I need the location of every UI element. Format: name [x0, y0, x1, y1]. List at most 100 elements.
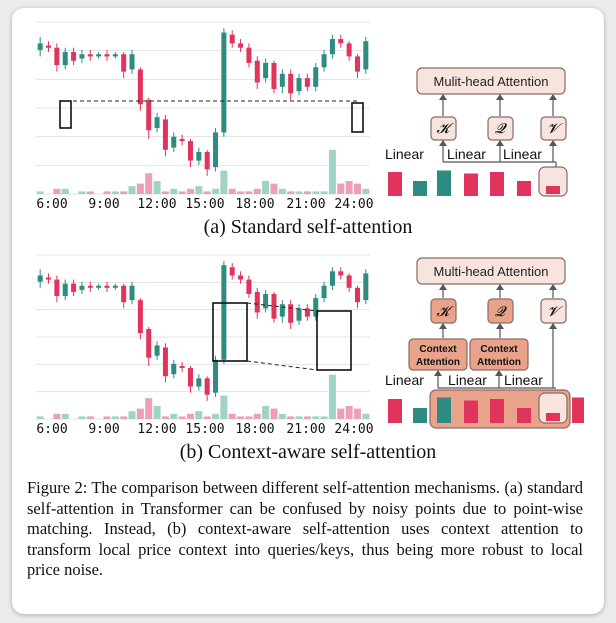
chart-b-candles: [37, 261, 369, 401]
arrowhead: [549, 94, 557, 100]
candle-body: [338, 271, 344, 276]
volume-bar: [245, 191, 253, 194]
attention-label: Attention: [416, 357, 460, 368]
candle-body: [221, 32, 227, 133]
candle-body: [79, 285, 85, 290]
candle-body: [246, 279, 252, 294]
candle-body: [87, 54, 93, 57]
candle-body: [263, 293, 269, 309]
token-bar: [437, 397, 451, 423]
volume-bar: [220, 170, 228, 194]
candle-body: [112, 285, 118, 288]
volume-bar: [253, 188, 261, 194]
x-tick: 9:00: [88, 422, 119, 437]
candle-body: [213, 132, 219, 168]
volume-bar: [161, 191, 169, 194]
volume-bar: [270, 183, 278, 194]
volume-bar: [295, 191, 303, 194]
linear-label-b3: Linear: [504, 372, 543, 388]
x-tick: 9:00: [88, 197, 119, 212]
query-token-bar-b: [546, 413, 560, 421]
arrowhead: [439, 284, 447, 290]
candle-body: [329, 39, 335, 55]
panel-b-chart: 6:00 9:00 12:00 15:00 18:00 21:00 24:00: [36, 254, 374, 437]
candle-body: [71, 52, 77, 61]
sequence-bars-b: [388, 397, 584, 423]
candle-body: [296, 308, 302, 321]
volume-bar: [195, 411, 203, 419]
mha-box-b: [416, 257, 566, 285]
x-tick: 24:00: [334, 422, 373, 437]
volume-bar: [303, 416, 311, 419]
x-tick: 21:00: [286, 422, 325, 437]
candle-body: [346, 43, 352, 57]
panel-b-diagram: Multi-head Attention 𝓚 𝓠 𝓥 Context Atten…: [385, 257, 584, 429]
token-bar: [572, 397, 584, 423]
volume-bar: [287, 416, 295, 419]
token-bar: [388, 172, 402, 196]
query-token-bar-a: [546, 186, 560, 194]
v-box-b: [540, 298, 567, 324]
token-bar: [413, 181, 427, 196]
candle-body: [354, 56, 360, 72]
volume-bar: [320, 191, 328, 194]
candle-body: [187, 368, 193, 387]
x-tick: 18:00: [235, 197, 274, 212]
chart-b-dashed-top: [246, 302, 318, 312]
panel-a-diagram: Mulit-head Attention 𝓚 𝓠 𝓥 Linear Linear…: [385, 67, 568, 197]
attention-label: Attention: [477, 357, 521, 368]
volume-bar: [136, 408, 144, 419]
volume-bar: [145, 173, 153, 194]
volume-bar: [287, 191, 295, 194]
volume-bar: [36, 191, 44, 194]
volume-bar: [103, 416, 111, 419]
candle-body: [271, 62, 277, 89]
arrowhead: [496, 323, 504, 329]
volume-bar: [78, 191, 86, 194]
candle-body: [363, 273, 369, 301]
volume-bar: [128, 186, 136, 194]
candle-body: [229, 34, 235, 44]
x-tick: 24:00: [334, 197, 373, 212]
candle-body: [196, 378, 202, 387]
candle-body: [154, 117, 160, 129]
candle-body: [154, 345, 160, 356]
candle-body: [71, 283, 77, 292]
chart-a-x-ticks: 6:00 9:00 12:00 15:00 18:00 21:00 24:00: [36, 197, 373, 212]
volume-bar: [86, 191, 94, 194]
x-tick: 15:00: [185, 197, 224, 212]
subtitle-b: (b) Context-aware self-attention: [180, 441, 437, 463]
q-symbol-a: 𝓠: [495, 121, 507, 137]
chart-b-context-right: [316, 310, 352, 371]
arrowhead: [434, 370, 442, 376]
volume-bar: [103, 191, 111, 194]
volume-bar: [362, 413, 370, 419]
subtitle-a: (a) Standard self-attention: [204, 216, 413, 238]
mha-box-a: [416, 67, 566, 95]
arrowhead: [496, 94, 504, 100]
volume-bar: [153, 181, 161, 194]
x-tick: 21:00: [286, 197, 325, 212]
volume-bar: [53, 188, 61, 194]
linear-label-a2: Linear: [447, 146, 486, 162]
token-bar: [413, 408, 427, 423]
volume-bar: [228, 188, 236, 194]
candle-body: [146, 328, 152, 358]
volume-bar: [253, 413, 261, 419]
arrowhead: [495, 370, 503, 376]
volume-bar: [262, 181, 270, 194]
volume-bar: [195, 186, 203, 194]
candle-body: [204, 151, 210, 170]
volume-bar: [328, 374, 336, 419]
candle-body: [96, 285, 102, 288]
q-box-b: [487, 298, 514, 324]
mha-label-b: Multi-head Attention: [434, 264, 549, 279]
volume-bar: [61, 413, 69, 419]
arrowhead: [549, 140, 557, 146]
volume-bar: [270, 408, 278, 419]
volume-bar: [161, 416, 169, 419]
volume-bar: [312, 416, 320, 419]
candle-body: [96, 54, 102, 57]
k-box-b: [430, 298, 457, 324]
chart-a-highlight-left: [59, 100, 72, 129]
